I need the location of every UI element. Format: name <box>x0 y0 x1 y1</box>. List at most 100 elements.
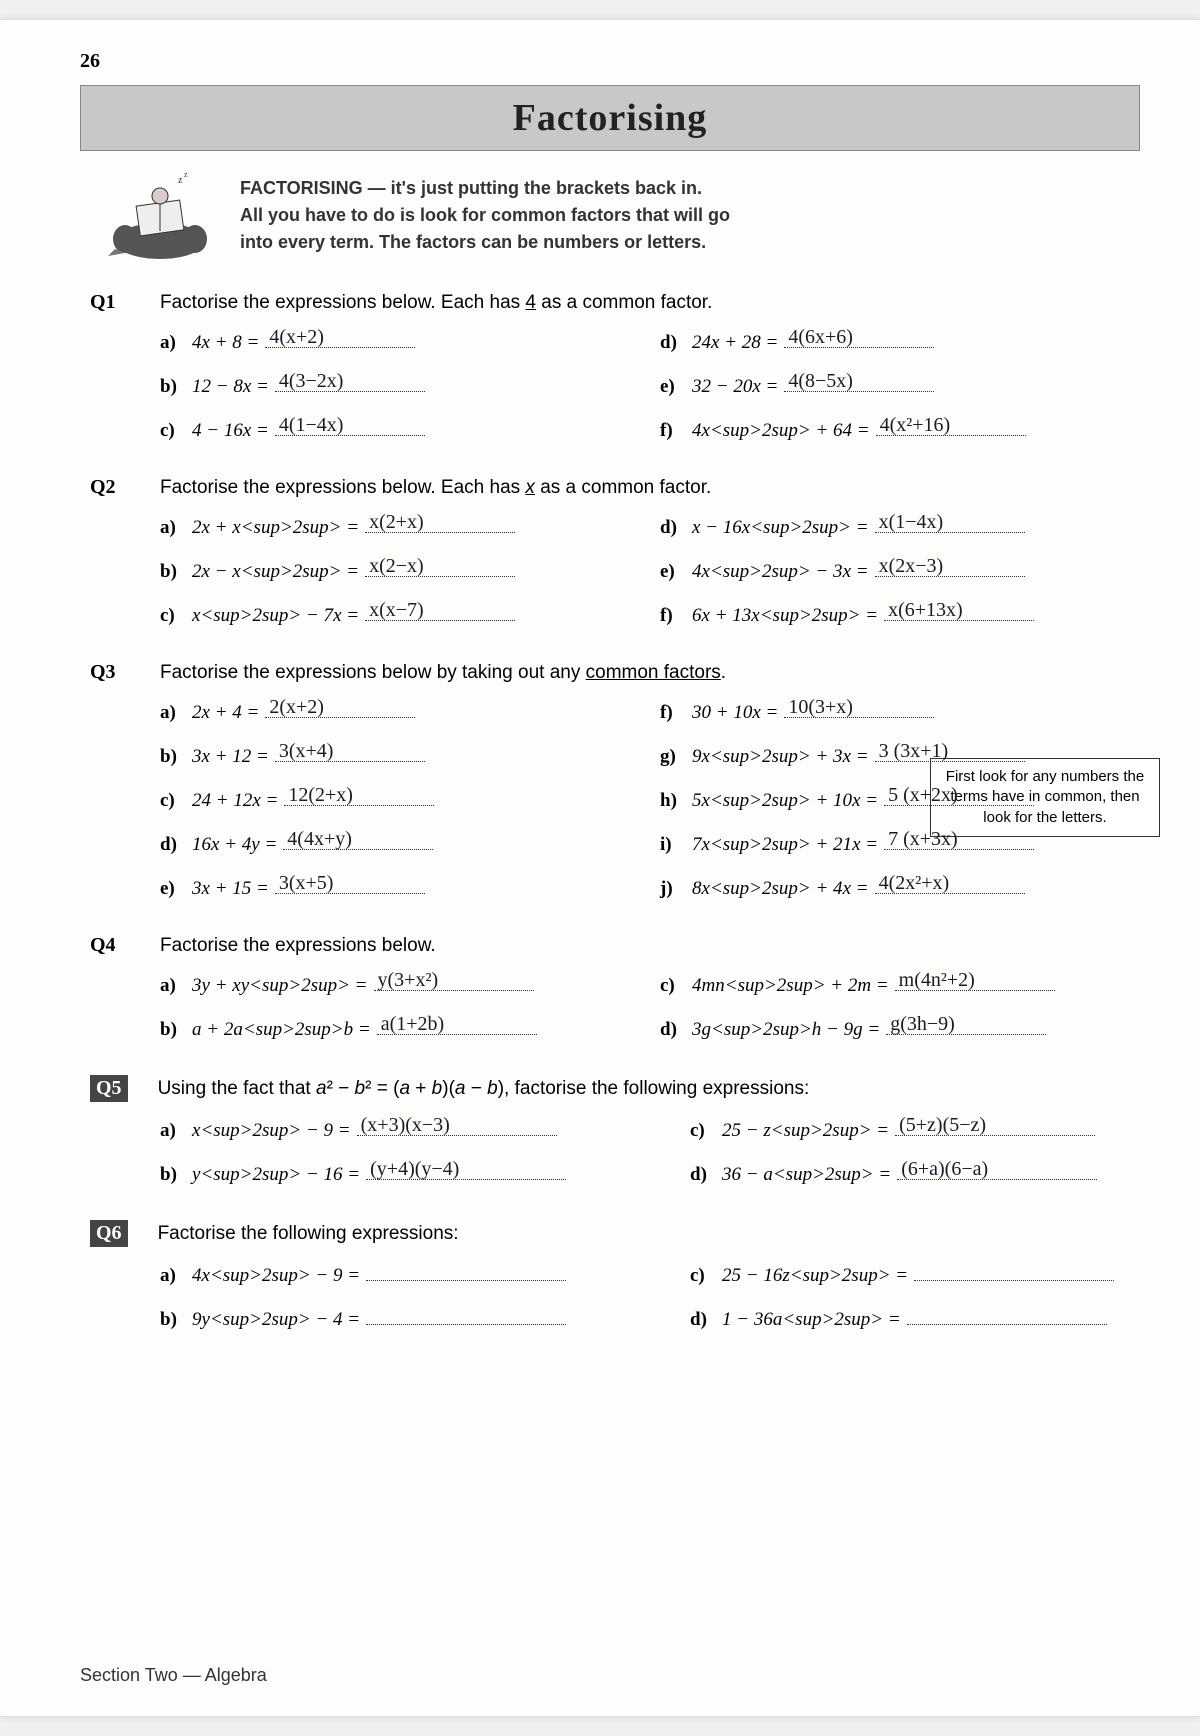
answer-blank[interactable]: m(4n²+2) <box>895 969 1055 991</box>
answer-blank[interactable]: 12(2+x) <box>284 784 434 806</box>
question-part: d)1 − 36a<sup>2sup> = <box>690 1303 1140 1331</box>
parts-grid: a) 4x<sup>2sup> − 9 = c) 25 − 16z<sup>2sup>… <box>160 1259 1140 1331</box>
answer-blank[interactable]: x(6+13x) <box>884 599 1034 621</box>
part-label: a) <box>160 702 184 724</box>
question-part: c)4mn<sup>2sup> + 2m =m(4n²+2) <box>660 969 1140 997</box>
question-part: b)y<sup>2sup> − 16 =(y+4)(y−4) <box>160 1158 610 1186</box>
part-label: a) <box>160 1265 184 1287</box>
part-label: d) <box>660 332 684 354</box>
q-prompt: Factorise the following expressions: <box>158 1223 459 1245</box>
handwritten-answer: x(x−7) <box>369 599 424 622</box>
part-label: f) <box>660 420 684 442</box>
part-label: i) <box>660 834 684 856</box>
handwritten-answer: x(1−4x) <box>879 511 944 534</box>
answer-blank[interactable] <box>366 1259 566 1281</box>
answer-blank[interactable]: (x+3)(x−3) <box>357 1114 557 1136</box>
page-title: Factorising <box>81 96 1139 140</box>
handwritten-answer: x(2x−3) <box>879 555 944 578</box>
answer-blank[interactable]: 7 (x+3x) <box>884 828 1034 850</box>
handwritten-answer: (6+a)(6−a) <box>901 1158 988 1181</box>
question-3: Q3 Factorise the expressions below by ta… <box>90 661 1140 900</box>
answer-blank[interactable]: 4(x+2) <box>265 326 415 348</box>
q-prompt: Factorise the expressions below. Each ha… <box>160 477 711 499</box>
part-label: e) <box>660 376 684 398</box>
expression: 30 + 10x = <box>692 702 778 724</box>
answer-blank[interactable]: 4(x²+16) <box>876 414 1026 436</box>
answer-blank[interactable]: 4(6x+6) <box>784 326 934 348</box>
answer-blank[interactable]: 4(3−2x) <box>275 370 425 392</box>
answer-blank[interactable]: 4(8−5x) <box>784 370 934 392</box>
answer-blank[interactable]: x(2−x) <box>365 555 515 577</box>
answer-blank[interactable]: (6+a)(6−a) <box>897 1158 1097 1180</box>
part-label: a) <box>160 332 184 354</box>
expression: 16x + 4y = <box>192 834 277 856</box>
question-part: b)9y<sup>2sup> − 4 = <box>160 1303 610 1331</box>
part-label: c) <box>160 605 184 627</box>
part-label: d) <box>690 1309 714 1331</box>
title-bar: Factorising <box>80 85 1140 151</box>
handwritten-answer: 4(x+2) <box>269 326 324 349</box>
answer-blank[interactable]: 3 (3x+1) <box>875 740 1025 762</box>
answer-blank[interactable]: 3(x+4) <box>275 740 425 762</box>
handwritten-answer: 4(x²+16) <box>880 414 951 437</box>
parts-grid: a)4x + 8 =4(x+2)d)24x + 28 =4(6x+6)b)12 … <box>160 326 1140 442</box>
part-label: a) <box>160 1120 184 1142</box>
answer-blank[interactable]: g(3h−9) <box>886 1013 1046 1035</box>
answer-blank[interactable]: x(x−7) <box>365 599 515 621</box>
answer-blank[interactable]: x(1−4x) <box>875 511 1025 533</box>
part-label: g) <box>660 746 684 768</box>
expression: 4x<sup>2sup> − 9 = <box>192 1265 360 1287</box>
part-label: b) <box>160 1164 184 1186</box>
question-part: d) 24x + 28 = 4(6x+6) <box>660 326 1140 354</box>
q-number: Q4 <box>90 934 130 957</box>
part-label: a) <box>160 975 184 997</box>
part-label: c) <box>690 1265 714 1287</box>
answer-blank[interactable] <box>914 1259 1114 1281</box>
question-part: a)2x + x<sup>2sup> =x(2+x) <box>160 511 640 539</box>
answer-blank[interactable]: y(3+x²) <box>374 969 534 991</box>
expression: 5x<sup>2sup> + 10x = <box>692 790 878 812</box>
part-label: b) <box>160 561 184 583</box>
section-footer: Section Two — Algebra <box>80 1665 267 1686</box>
question-part: c)25 − z<sup>2sup> =(5+z)(5−z) <box>690 1114 1140 1142</box>
answer-blank[interactable]: x(2x−3) <box>875 555 1025 577</box>
prompt-text: Factorise the expressions below by takin… <box>160 662 586 683</box>
answer-blank[interactable]: 4(4x+y) <box>283 828 433 850</box>
part-label: d) <box>660 517 684 539</box>
answer-blank[interactable]: 4(2x²+x) <box>875 872 1025 894</box>
answer-blank[interactable] <box>907 1303 1107 1325</box>
handwritten-answer: a(1+2b) <box>381 1013 444 1036</box>
question-4: Q4 Factorise the expressions below. a)3y… <box>90 934 1140 1041</box>
parts-grid: a)3y + xy<sup>2sup> =y(3+x²)c)4mn<sup>2s… <box>160 969 1140 1041</box>
expression: 9y<sup>2sup> − 4 = <box>192 1309 360 1331</box>
expression: 2x − x<sup>2sup> = <box>192 561 359 583</box>
answer-blank[interactable]: 10(3+x) <box>784 696 934 718</box>
expression: 8x<sup>2sup> + 4x = <box>692 878 869 900</box>
part-label: d) <box>660 1019 684 1041</box>
question-part: f)6x + 13x<sup>2sup> =x(6+13x) <box>660 599 1140 627</box>
expression: 25 − z<sup>2sup> = <box>722 1120 889 1142</box>
answer-blank[interactable]: a(1+2b) <box>377 1013 537 1035</box>
expression: 7x<sup>2sup> + 21x = <box>692 834 878 856</box>
expression: 12 − 8x = <box>192 376 269 398</box>
question-part: b) 2x − x<sup>2sup> = x(2−x) <box>160 555 640 583</box>
answer-blank[interactable]: (y+4)(y−4) <box>366 1158 566 1180</box>
expression: 24x + 28 = <box>692 332 778 354</box>
answer-blank[interactable]: 4(1−4x) <box>275 414 425 436</box>
part-label: c) <box>660 975 684 997</box>
answer-blank[interactable]: 5 (x+2x) <box>884 784 1034 806</box>
question-part: f) 4x<sup>2sup> + 64 = 4(x²+16) <box>660 414 1140 442</box>
expression: 25 − 16z<sup>2sup> = <box>722 1265 908 1287</box>
answer-blank[interactable]: (5+z)(5−z) <box>895 1114 1095 1136</box>
prompt-underline: common factors <box>586 662 721 683</box>
handwritten-answer: x(2+x) <box>369 511 424 534</box>
part-label: d) <box>690 1164 714 1186</box>
answer-blank[interactable]: 2(x+2) <box>265 696 415 718</box>
answer-blank[interactable] <box>366 1303 566 1325</box>
answer-blank[interactable]: 3(x+5) <box>275 872 425 894</box>
answer-blank[interactable]: x(2+x) <box>365 511 515 533</box>
question-part: j)8x<sup>2sup> + 4x =4(2x²+x) <box>660 872 1140 900</box>
expression: 4x<sup>2sup> + 64 = <box>692 420 870 442</box>
question-part: e)3x + 15 =3(x+5) <box>160 872 640 900</box>
part-label: f) <box>660 605 684 627</box>
